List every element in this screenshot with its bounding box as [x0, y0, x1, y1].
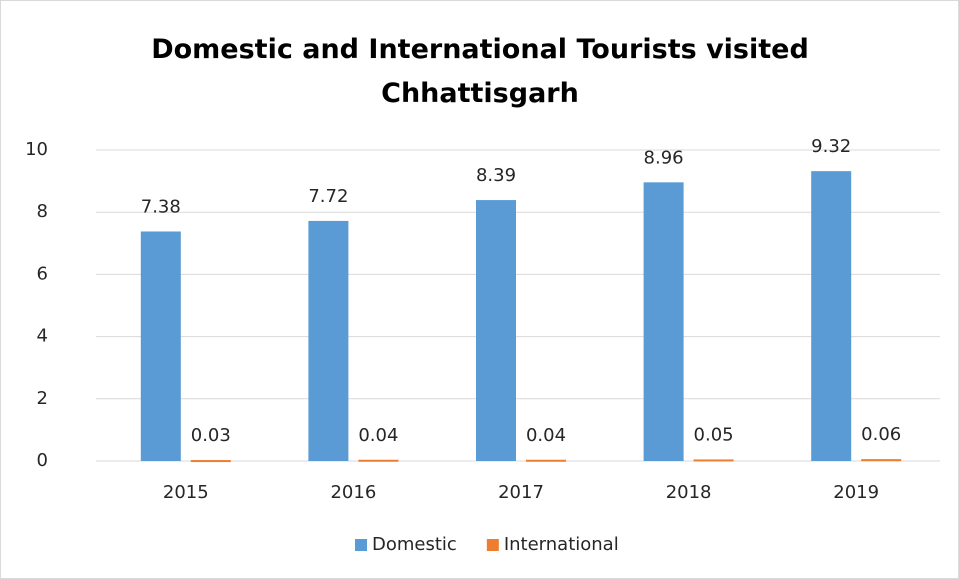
data-label: 0.04 — [358, 425, 398, 446]
data-label: 8.39 — [476, 165, 516, 186]
legend-label: Domestic — [372, 534, 457, 555]
y-tick-label: 8 — [37, 201, 48, 222]
chart-title: Domestic and International Tourists visi… — [151, 34, 809, 109]
bar — [140, 231, 181, 461]
data-label: 0.05 — [694, 424, 734, 445]
x-tick-label: 2017 — [498, 482, 544, 503]
bar — [358, 459, 399, 462]
bar — [643, 182, 684, 461]
data-label: 0.06 — [861, 424, 901, 445]
legend-swatch — [355, 539, 367, 551]
data-label: 8.96 — [644, 147, 684, 168]
data-label: 9.32 — [811, 136, 851, 157]
legend-swatch — [486, 539, 499, 551]
bar — [190, 460, 231, 463]
bar — [476, 200, 516, 462]
y-tick-label: 2 — [37, 388, 48, 409]
y-tick-label: 4 — [37, 326, 48, 347]
y-tick-label: 10 — [25, 139, 48, 160]
bar — [861, 459, 902, 462]
bar — [693, 459, 734, 462]
legend-label: International — [504, 534, 619, 555]
bar — [811, 171, 852, 461]
bar — [308, 220, 349, 461]
x-tick-label: 2015 — [163, 482, 209, 503]
x-tick-label: 2016 — [330, 482, 376, 503]
data-label: 7.72 — [308, 186, 348, 207]
data-label: 0.03 — [191, 425, 231, 446]
x-tick-label: 2018 — [666, 482, 712, 503]
data-label: 0.04 — [526, 425, 566, 446]
x-tick-label: 2019 — [833, 482, 879, 503]
y-tick-label: 6 — [37, 263, 48, 284]
y-tick-label: 0 — [37, 450, 48, 471]
bar — [526, 459, 566, 462]
data-label: 7.38 — [141, 196, 181, 217]
